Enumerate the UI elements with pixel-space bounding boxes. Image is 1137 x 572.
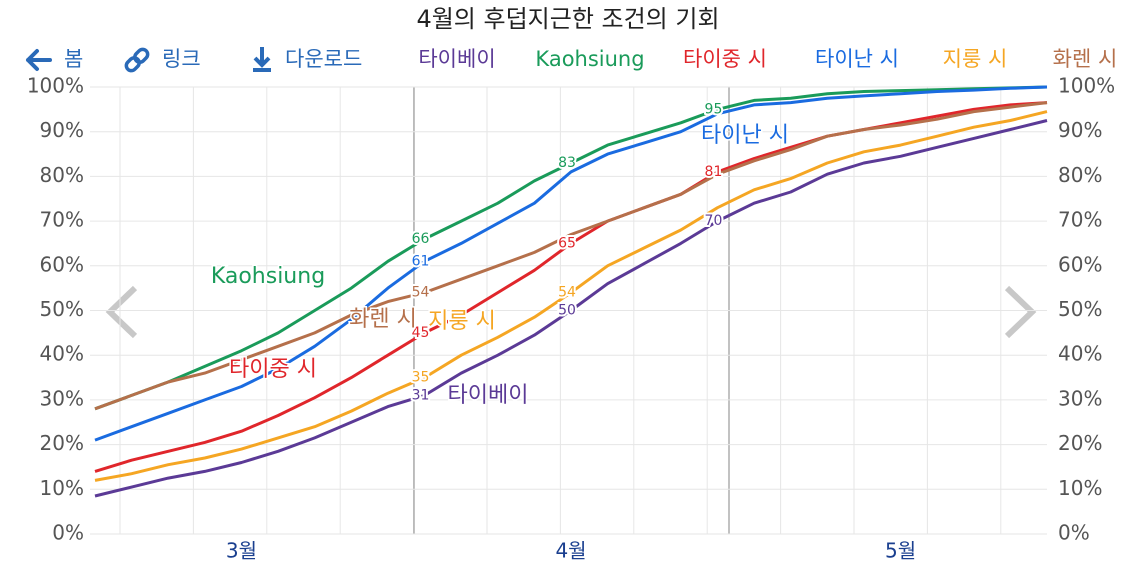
data-label: 35 (412, 370, 430, 386)
y-tick-label: 50% (40, 297, 84, 321)
series-line (94, 85, 1048, 411)
chart-title: 4월의 후덥지근한 조건의 기회 (416, 5, 719, 33)
data-label: 61 (412, 253, 430, 269)
series-line (94, 110, 1048, 482)
nav-left[interactable] (105, 285, 138, 339)
link-label[interactable]: 링크 (162, 47, 201, 71)
y2-tick-label: 30% (1058, 386, 1102, 410)
back-button[interactable]: 봄 (26, 47, 83, 71)
y-tick-label: 20% (40, 431, 84, 455)
series-inline-label: 타이중 시 (229, 357, 317, 382)
series-inline-label: 화렌 시 (349, 307, 417, 332)
data-label: 95 (705, 101, 723, 117)
legend-entry: 화렌 시 (1053, 47, 1118, 71)
y-tick-label: 80% (40, 163, 84, 187)
y2-tick-label: 80% (1058, 163, 1102, 187)
x-tick-label: 4월 (555, 539, 586, 563)
y2-tick-label: 90% (1058, 118, 1102, 142)
data-label: 83 (558, 155, 576, 171)
download-button[interactable]: 다운로드 (253, 47, 362, 72)
legend-entry: Kaohsiung (535, 47, 644, 71)
y2-tick-label: 0% (1058, 521, 1090, 545)
series-line (94, 85, 1048, 442)
download-label[interactable]: 다운로드 (285, 47, 362, 71)
y2-tick-label: 60% (1058, 252, 1102, 276)
series-inline-label: 타이베이 (448, 383, 529, 408)
y2-tick-label: 50% (1058, 297, 1102, 321)
data-label: 31 (412, 387, 430, 403)
series-line (94, 101, 1048, 411)
x-tick-label: 3월 (226, 539, 257, 563)
back-label[interactable]: 봄 (64, 47, 83, 71)
legend-entry: 타이난 시 (815, 47, 899, 71)
y-tick-label: 0% (52, 521, 84, 545)
y-tick-label: 90% (40, 118, 84, 142)
data-label: 70 (705, 213, 723, 229)
data-label: 54 (558, 285, 576, 301)
data-label: 50 (558, 303, 576, 319)
nav-right[interactable] (1004, 285, 1037, 339)
y-tick-label: 60% (40, 252, 84, 276)
data-label: 45 (412, 325, 430, 341)
y2-tick-label: 70% (1058, 208, 1102, 232)
x-tick-label: 5월 (885, 539, 916, 563)
y-tick-label: 40% (40, 342, 84, 366)
series-inline-label: 지룽 시 (428, 309, 496, 334)
y2-tick-label: 40% (1058, 342, 1102, 366)
y2-tick-label: 20% (1058, 431, 1102, 455)
y-tick-label: 30% (40, 386, 84, 410)
y-tick-label: 10% (40, 476, 84, 500)
data-label: 65 (558, 235, 576, 251)
y2-tick-label: 10% (1058, 476, 1102, 500)
legend-entry: 타이베이 (418, 47, 495, 71)
toolbar: 봄 링크 다운로드 (26, 47, 362, 73)
y-tick-label: 70% (40, 208, 84, 232)
data-label: 54 (412, 285, 430, 301)
legend-entry: 지룽 시 (943, 47, 1008, 71)
legend-entry: 타이중 시 (683, 47, 767, 71)
link-button[interactable]: 링크 (124, 47, 201, 73)
data-label: 66 (412, 231, 430, 247)
y2-tick-label: 100% (1058, 74, 1115, 98)
series-inline-label: Kaohsiung (211, 264, 325, 289)
y-tick-label: 100% (27, 74, 84, 98)
data-label: 81 (705, 164, 723, 180)
series-inline-label: 타이난 시 (701, 123, 789, 148)
series-line (94, 119, 1048, 498)
